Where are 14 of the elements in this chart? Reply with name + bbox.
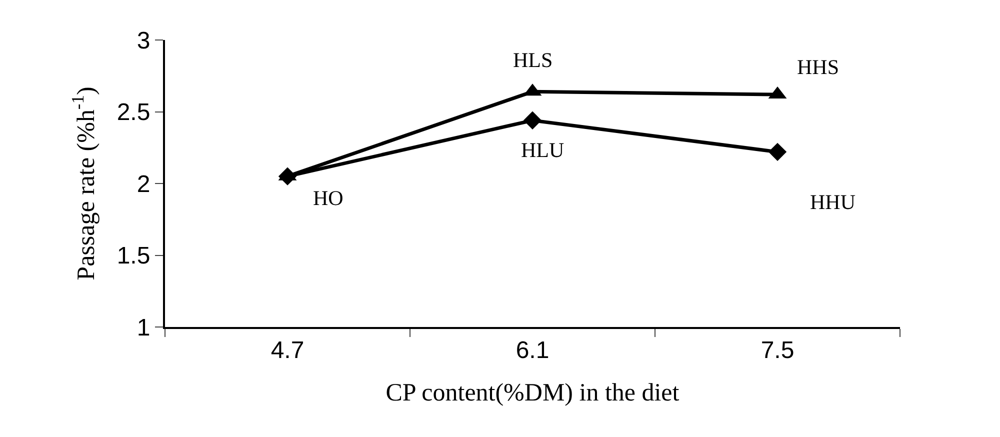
annotation: HHU — [810, 190, 856, 214]
x-tick-label: 6.1 — [516, 336, 550, 364]
y-tick-label: 1 — [136, 314, 150, 342]
y-tick-label: 3 — [136, 27, 150, 54]
x-axis-title: CP content(%DM) in the diet — [386, 379, 680, 406]
x-tick-label: 4.7 — [270, 336, 304, 364]
y-tick-label: 2 — [136, 170, 150, 198]
annotation: HLU — [521, 138, 564, 162]
annotation: HO — [313, 186, 344, 210]
y-tick-label: 1.5 — [116, 242, 150, 270]
annotation: HLS — [513, 48, 553, 72]
x-tick-label: 7.5 — [760, 336, 794, 364]
y-tick-label: 2.5 — [116, 99, 150, 126]
annotation: HHS — [797, 55, 840, 79]
